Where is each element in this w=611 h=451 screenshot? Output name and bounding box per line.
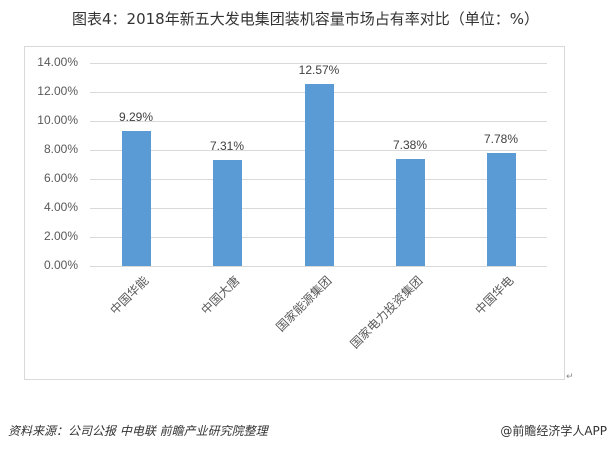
y-tick-label: 2.00% bbox=[43, 229, 78, 243]
brand-label: @前瞻经济学人APP bbox=[500, 424, 607, 438]
y-tick-label: 10.00% bbox=[37, 113, 78, 127]
source-note: 资料来源：公司公报 中电联 前瞻产业研究院整理 bbox=[8, 424, 268, 438]
gridline bbox=[90, 63, 547, 64]
y-tick-label: 14.00% bbox=[37, 55, 78, 69]
return-mark-icon: ↵ bbox=[566, 372, 574, 382]
y-tick-label: 6.00% bbox=[43, 171, 78, 185]
y-tick-label: 12.00% bbox=[37, 84, 78, 98]
bar bbox=[486, 153, 516, 266]
data-label: 7.78% bbox=[483, 132, 519, 147]
bar bbox=[212, 160, 242, 266]
bar bbox=[304, 83, 334, 266]
data-label: 7.31% bbox=[209, 139, 245, 153]
y-tick-label: 4.00% bbox=[43, 200, 78, 214]
gridline bbox=[90, 266, 547, 267]
bar bbox=[395, 158, 425, 266]
y-tick-label: 0.00% bbox=[43, 258, 78, 272]
y-tick-label: 8.00% bbox=[43, 142, 78, 156]
chart-title: 图表4：2018年新五大发电集团装机容量市场占有率对比（单位：%） bbox=[72, 10, 539, 28]
chart-area bbox=[24, 46, 565, 380]
data-label: 12.57% bbox=[298, 62, 340, 77]
data-label: 9.29% bbox=[118, 110, 154, 125]
data-label: 7.38% bbox=[392, 137, 428, 152]
bar bbox=[121, 131, 151, 266]
